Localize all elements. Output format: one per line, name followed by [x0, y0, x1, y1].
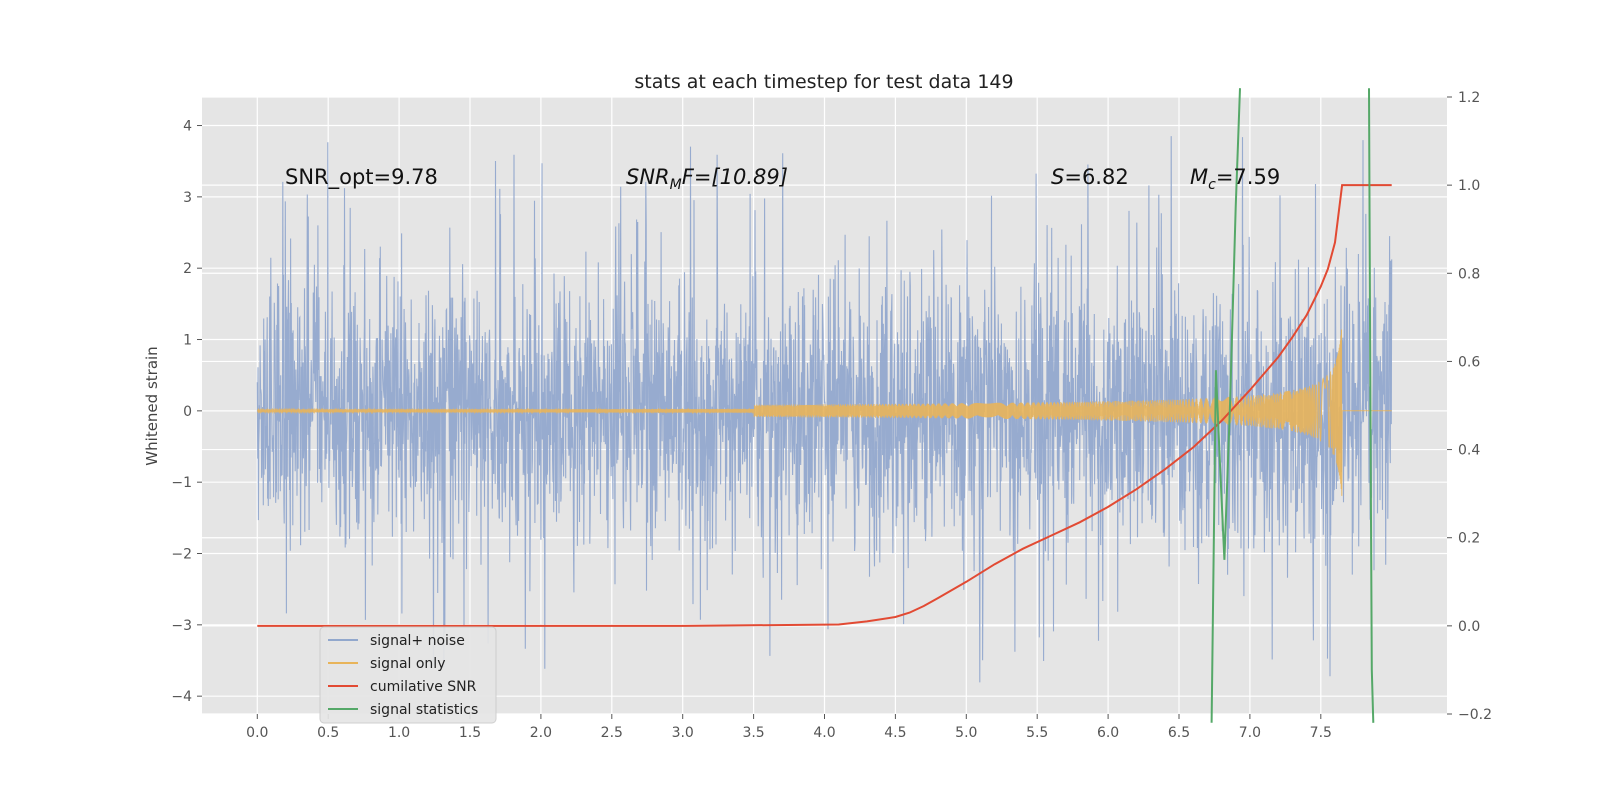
legend-label-signal-statistics: signal statistics	[370, 702, 478, 718]
annotation-mc-sub: c	[1208, 177, 1216, 193]
y2-tick-label: 0.4	[1458, 443, 1480, 459]
annotation-mc: Mc=7.59	[1190, 165, 1280, 193]
annotation-mc-rest: =7.59	[1216, 165, 1280, 189]
annotation-mc-main: M	[1190, 165, 1208, 189]
x-tick-label: 4.0	[813, 725, 835, 741]
annotation-s-main: S	[1051, 165, 1064, 189]
signal-only-series	[257, 329, 1392, 496]
signal-statistics-series	[1210, 88, 1375, 723]
x-tick-label: 7.5	[1310, 725, 1332, 741]
y-tick-label: −2	[171, 547, 192, 563]
annotation-snr-mf: SNRMF=[10.89]	[626, 165, 788, 193]
y2-tick-label: 0.6	[1458, 354, 1480, 370]
y2-tick-label: −0.2	[1458, 707, 1492, 723]
x-tick-label: 5.5	[1026, 725, 1048, 741]
annotation-snr-opt: SNR_opt=9.78	[285, 165, 438, 190]
y-tick-label: −3	[171, 618, 192, 634]
y2-axis: −0.2 0.0 0.2 0.4 0.6 0.8 1.0 1.2	[1447, 90, 1492, 723]
signal-statistics-line	[1210, 88, 1241, 723]
annotation-snr-mf-rest: F=[10.89]	[682, 165, 788, 189]
annotation-s-rest: =6.82	[1064, 165, 1128, 189]
y-tick-label: 2	[183, 261, 192, 277]
y-tick-label: −4	[171, 689, 192, 705]
y-tick-label: 4	[183, 119, 192, 135]
annotation-snr-mf-sub: M	[670, 177, 682, 193]
y-tick-label: 3	[183, 190, 192, 206]
x-tick-label: 2.5	[601, 725, 623, 741]
x-axis: 0.0 0.5 1.0 1.5 2.0 2.5 3.0 3.5 4.0 4.5 5.0 5.5 6.0 6…	[246, 714, 1332, 741]
annotation-snr-mf-main: SNR	[626, 165, 670, 189]
annotations: SNR_opt=9.78 SNRMF=[10.89] S=6.82 Mc=7.5…	[285, 165, 1280, 193]
y-axis-label: Whitened strain	[143, 346, 161, 465]
x-tick-label: 2.0	[530, 725, 552, 741]
legend-box	[319, 626, 497, 724]
legend: signal+ noise signal only cumilative SNR…	[319, 626, 497, 724]
signal-only-line	[257, 329, 1392, 496]
x-tick-label: 7.0	[1239, 725, 1261, 741]
cumulative-snr-series	[257, 184, 1392, 627]
y-tick-label: 0	[183, 404, 192, 420]
x-tick-label: 5.0	[955, 725, 977, 741]
x-tick-label: 6.5	[1168, 725, 1190, 741]
x-tick-label: 1.0	[388, 725, 410, 741]
x-tick-label: 0.5	[317, 725, 339, 741]
x-tick-label: 1.5	[459, 725, 481, 741]
y2-tick-label: 0.2	[1458, 531, 1480, 547]
y2-tick-label: 1.2	[1458, 90, 1480, 106]
x-tick-label: 3.0	[672, 725, 694, 741]
legend-label-signal-noise: signal+ noise	[370, 633, 465, 649]
x-tick-label: 0.0	[246, 725, 268, 741]
signal-statistics-line-late	[1368, 88, 1375, 723]
legend-label-signal-only: signal only	[370, 656, 445, 672]
annotation-s: S=6.82	[1051, 165, 1129, 189]
x-tick-label: 4.5	[884, 725, 906, 741]
signal-noise-series	[256, 136, 1393, 683]
y2-tick-label: 0.8	[1458, 266, 1480, 282]
y2-tick-label: 1.0	[1458, 178, 1480, 194]
x-tick-label: 6.0	[1097, 725, 1119, 741]
chart-title: stats at each timestep for test data 149	[634, 71, 1013, 93]
legend-label-cumulative-snr: cumilative SNR	[370, 679, 477, 695]
y2-tick-label: 0.0	[1458, 619, 1480, 635]
y-tick-label: −1	[171, 475, 192, 491]
y-tick-label: 1	[183, 333, 192, 349]
y-axis: −4 −3 −2 −1 0 1 2 3 4	[171, 119, 202, 705]
signal-noise-line	[256, 136, 1393, 683]
x-tick-label: 3.5	[742, 725, 764, 741]
cumulative-snr-line	[257, 184, 1392, 627]
